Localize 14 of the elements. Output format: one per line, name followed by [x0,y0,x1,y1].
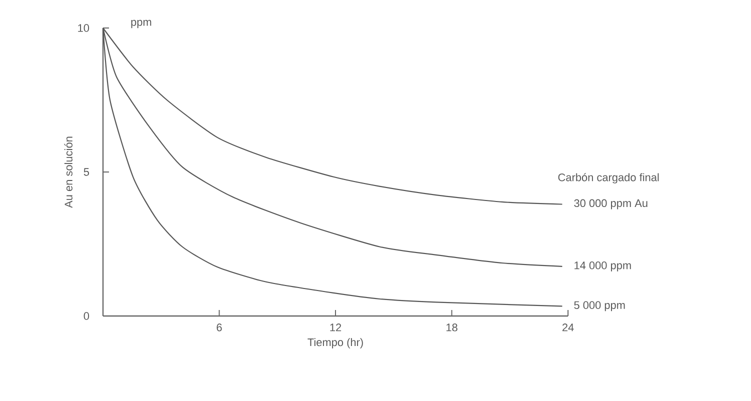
y-tick-label: 10 [78,24,90,32]
legend-title: Carbón cargado final [558,173,659,184]
y-axis-title: Au en solución [64,136,72,208]
series-label: 5 000 ppm [574,301,625,312]
x-tick-label: 12 [330,324,342,332]
annotation: ppm [131,20,152,28]
y-tick-label: 0 [84,312,90,320]
x-tick-label: 24 [562,324,574,332]
x-tick-label: 6 [216,324,222,332]
x-axis-title: Tiempo (hr) [308,338,363,348]
series-label: 14 000 ppm [574,262,631,272]
series-label: 30 000 ppm Au [574,199,648,210]
y-tick-label: 5 [84,168,90,176]
x-tick-label: 18 [446,324,458,332]
